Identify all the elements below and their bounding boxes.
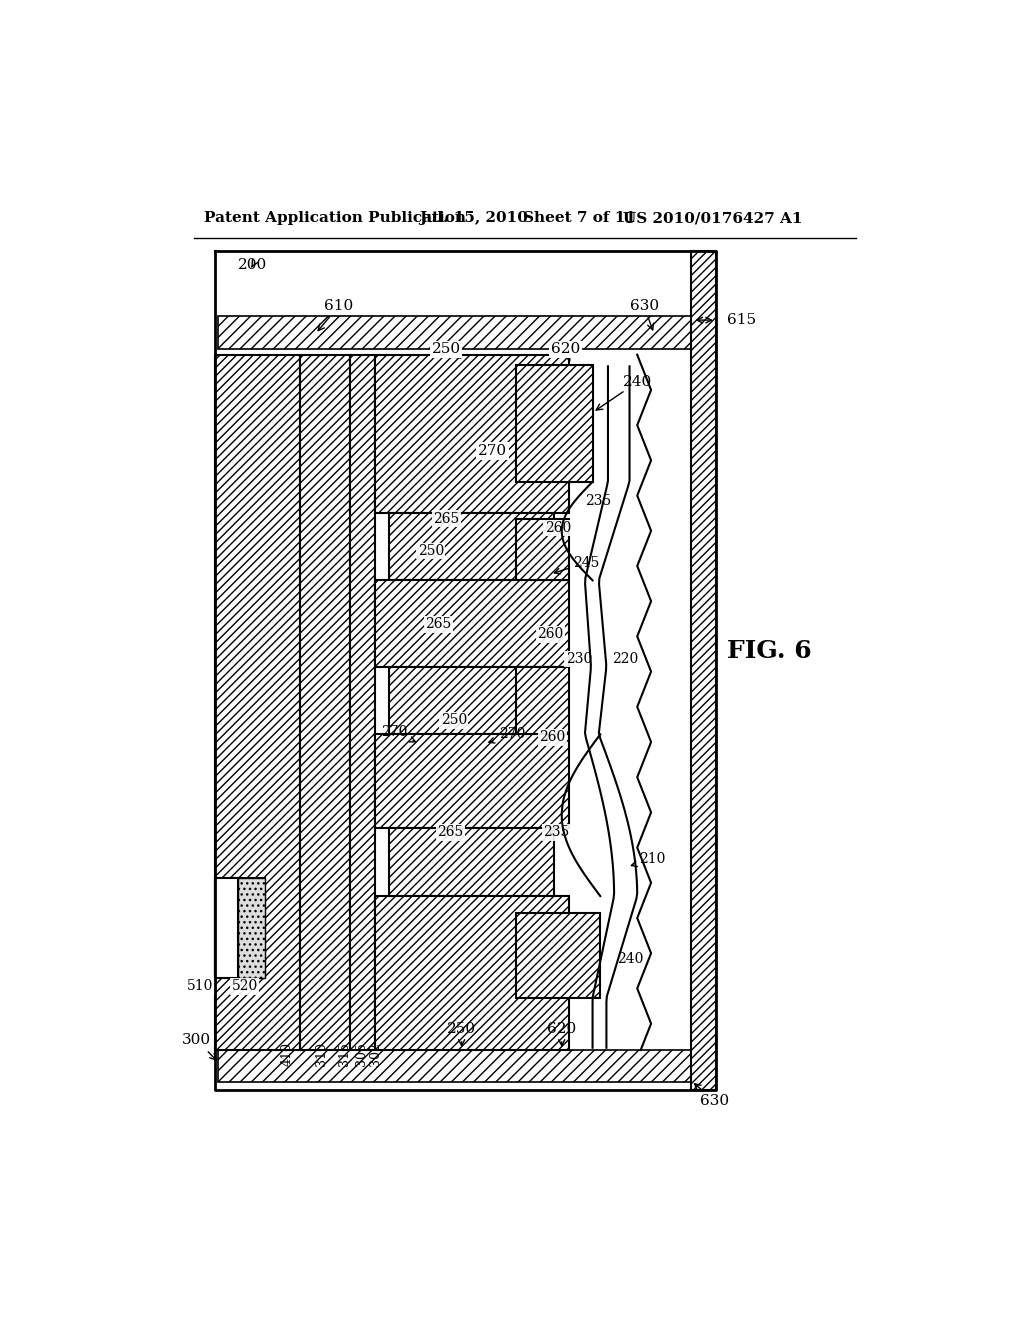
Bar xyxy=(515,913,600,998)
Bar xyxy=(239,878,265,978)
Bar xyxy=(376,896,569,1051)
Text: 615: 615 xyxy=(727,313,757,327)
Bar xyxy=(376,355,569,512)
Text: 610: 610 xyxy=(318,300,353,330)
Text: Sheet 7 of 11: Sheet 7 of 11 xyxy=(523,211,636,226)
Text: 302: 302 xyxy=(369,1043,382,1067)
Bar xyxy=(350,355,376,1051)
Text: 210: 210 xyxy=(632,853,666,866)
Text: Jul. 15, 2010: Jul. 15, 2010 xyxy=(419,211,528,226)
Text: 270: 270 xyxy=(478,444,507,458)
Bar xyxy=(217,317,691,350)
Text: Patent Application Publication: Patent Application Publication xyxy=(204,211,466,226)
Text: 250: 250 xyxy=(441,714,467,727)
Bar xyxy=(376,734,569,829)
Text: 305: 305 xyxy=(355,1043,368,1067)
Text: 265: 265 xyxy=(425,618,452,631)
Text: 310: 310 xyxy=(315,1043,328,1067)
Text: 250: 250 xyxy=(432,342,461,358)
Bar xyxy=(388,667,554,734)
Text: 315: 315 xyxy=(338,1043,351,1067)
Bar xyxy=(515,364,593,482)
Text: 230: 230 xyxy=(565,652,592,665)
Text: 410: 410 xyxy=(281,1043,293,1067)
Text: 620: 620 xyxy=(551,342,581,360)
Text: 235: 235 xyxy=(585,494,611,508)
Text: 630: 630 xyxy=(630,300,658,330)
Text: 520: 520 xyxy=(231,979,258,993)
Bar xyxy=(217,1051,691,1082)
Bar xyxy=(691,251,716,1090)
Text: 620: 620 xyxy=(547,1022,577,1045)
Text: 250: 250 xyxy=(447,1022,476,1045)
Bar xyxy=(388,512,554,581)
Text: 220: 220 xyxy=(611,652,638,665)
Text: 235: 235 xyxy=(544,825,569,840)
Text: 240: 240 xyxy=(596,375,652,411)
Text: 265: 265 xyxy=(433,512,460,525)
Text: 245: 245 xyxy=(554,556,600,574)
Bar xyxy=(376,581,569,667)
Text: FIG. 6: FIG. 6 xyxy=(727,639,812,663)
Bar xyxy=(215,878,239,978)
Text: 270: 270 xyxy=(381,725,416,742)
Text: 300: 300 xyxy=(182,1034,216,1060)
Text: 260: 260 xyxy=(537,627,563,642)
Text: 510: 510 xyxy=(187,979,214,993)
Bar xyxy=(388,829,554,896)
Bar xyxy=(215,355,300,1051)
Bar xyxy=(300,355,350,1051)
Text: 630: 630 xyxy=(694,1084,729,1107)
Bar xyxy=(515,519,569,581)
Text: 200: 200 xyxy=(239,257,267,272)
Text: 240: 240 xyxy=(617,952,643,966)
Text: 260: 260 xyxy=(540,730,565,744)
Text: US 2010/0176427 A1: US 2010/0176427 A1 xyxy=(624,211,803,226)
Text: 265: 265 xyxy=(437,825,463,840)
Text: 270: 270 xyxy=(488,727,525,743)
Text: 260: 260 xyxy=(545,521,571,535)
Text: 250: 250 xyxy=(418,544,444,558)
Bar xyxy=(215,878,265,978)
Bar xyxy=(515,667,569,734)
